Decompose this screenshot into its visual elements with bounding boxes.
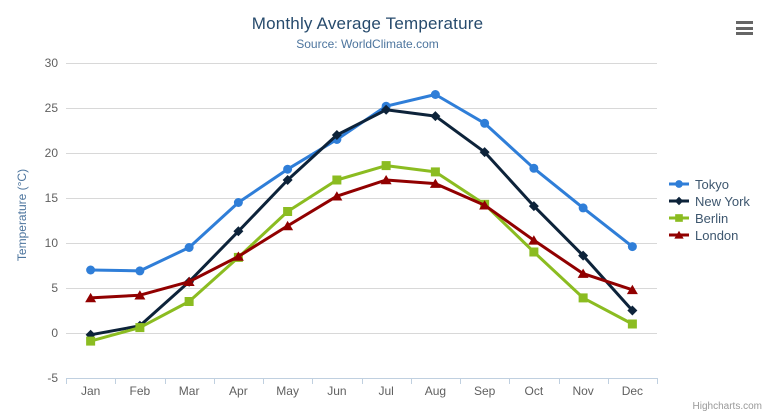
legend: Tokyo New York Berlin London [668,176,750,243]
hamburger-icon [736,26,753,30]
x-axis-label: Jul [378,384,393,398]
triangle-marker-icon [669,230,689,239]
square-marker-glyph [675,214,683,222]
point-berlin-oct[interactable] [529,247,539,257]
point-london-aug[interactable] [429,178,441,188]
legend-label: Berlin [695,210,729,226]
circle-marker-glyph [675,180,683,188]
point-new-york-jul[interactable] [381,104,392,115]
hamburger-icon [736,32,753,35]
point-london-sep[interactable] [479,200,491,210]
point-new-york-aug[interactable] [430,111,441,122]
y-axis-label: 0 [51,326,58,340]
hamburger-icon [736,21,753,24]
x-axis-label: Apr [229,384,248,398]
point-berlin-may[interactable] [283,207,293,216]
x-axis-label: Feb [130,384,151,398]
point-london-mar[interactable] [183,276,195,286]
y-axis-label: 5 [51,281,58,295]
series-line-new-york[interactable] [89,108,634,337]
x-axis-label: Dec [622,384,643,398]
chart-subtitle: Source: WorldClimate.com [296,37,439,51]
legend-label: London [695,227,739,243]
square-marker-icon [669,214,689,222]
y-axis-label: 10 [45,236,59,250]
point-new-york-oct[interactable] [528,201,539,212]
point-london-apr[interactable] [232,251,244,261]
legend-item-london[interactable]: London [668,227,750,243]
point-berlin-aug[interactable] [430,167,440,177]
point-london-jan[interactable] [85,292,97,303]
point-new-york-jun[interactable] [331,130,342,140]
point-tokyo-jan[interactable] [86,265,96,275]
point-london-may[interactable] [282,220,294,231]
x-axis-label: Aug [425,384,446,398]
point-tokyo-feb[interactable] [135,266,145,276]
point-tokyo-apr[interactable] [233,198,243,207]
y-axis-label: 25 [45,101,59,115]
diamond-marker-icon [669,196,689,206]
legend-label: Tokyo [695,176,729,192]
point-london-jul[interactable] [380,175,392,185]
point-new-york-may[interactable] [282,175,293,185]
point-london-feb[interactable] [134,290,146,300]
y-axis-title: Temperature (°C) [15,169,29,261]
x-axis-label: Jan [81,384,100,398]
x-axis-label: Sep [474,384,496,398]
point-tokyo-nov[interactable] [578,203,588,213]
x-axis-label: May [276,384,299,398]
circle-marker-icon [669,180,689,188]
point-london-jun[interactable] [331,191,343,201]
legend-label: New York [695,193,750,209]
point-new-york-apr[interactable] [233,226,244,237]
point-london-dec[interactable] [626,284,638,295]
y-axis-label: 20 [45,146,59,160]
point-tokyo-dec[interactable] [627,242,637,252]
point-berlin-mar[interactable] [184,297,194,306]
point-berlin-nov[interactable] [578,293,588,303]
point-london-oct[interactable] [528,235,540,245]
x-axis-label: Mar [179,384,200,398]
legend-item-tokyo[interactable]: Tokyo [668,176,750,192]
point-berlin-dec[interactable] [627,319,637,329]
point-tokyo-oct[interactable] [529,163,539,173]
point-tokyo-may[interactable] [283,164,293,174]
point-tokyo-mar[interactable] [184,243,194,252]
point-new-york-dec[interactable] [627,305,638,316]
point-tokyo-sep[interactable] [480,118,490,128]
y-axis-label: 30 [45,56,59,70]
y-axis-label: -5 [47,371,58,385]
diamond-marker-glyph [674,196,684,206]
point-berlin-jun[interactable] [332,175,342,185]
highcharts-credits-link[interactable]: Highcharts.com [692,401,762,412]
point-london-nov[interactable] [577,268,589,278]
y-axis-label: 15 [45,191,59,205]
chart-title: Monthly Average Temperature [251,14,484,33]
triangle-marker-glyph [674,230,684,239]
point-new-york-sep[interactable] [479,147,490,158]
point-berlin-jan[interactable] [86,336,96,346]
series-line-london[interactable] [89,178,634,300]
point-berlin-feb[interactable] [135,323,145,333]
point-berlin-jul[interactable] [381,161,391,171]
legend-item-new-york[interactable]: New York [668,193,750,209]
x-axis-label: Oct [525,384,544,398]
point-new-york-nov[interactable] [578,250,589,261]
legend-item-berlin[interactable]: Berlin [668,210,750,226]
chart-context-menu-button[interactable] [735,20,754,36]
series-line-berlin[interactable] [89,164,634,343]
point-tokyo-aug[interactable] [430,90,440,99]
x-axis-label: Nov [572,384,593,398]
x-axis-label: Jun [327,384,346,398]
